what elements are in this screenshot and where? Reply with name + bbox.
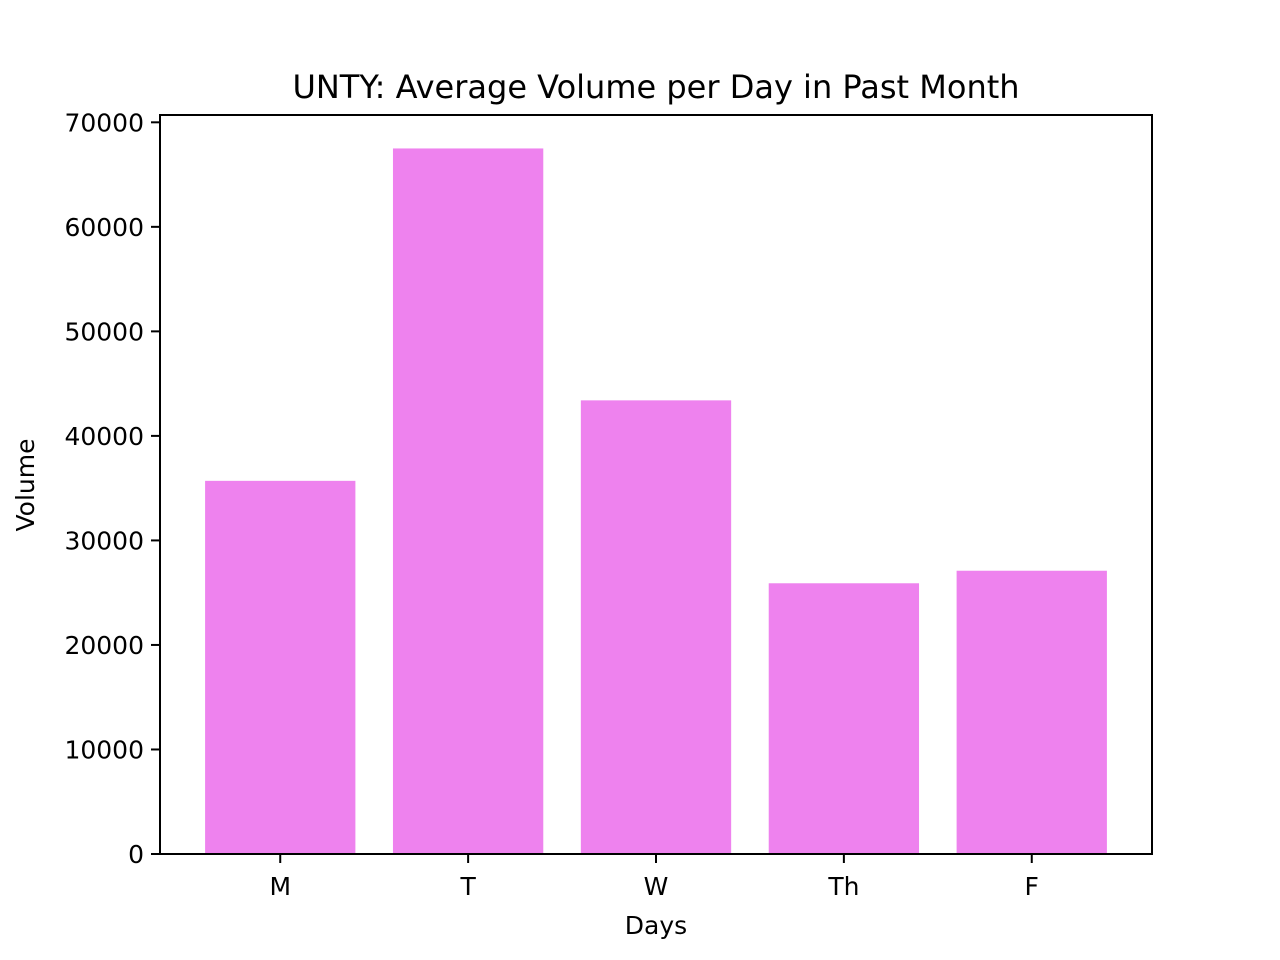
y-axis-ticks: 0 10000 20000 30000 40000 50000 60000 70000 [64,108,160,869]
y-tick-label: 70000 [64,108,144,137]
y-tick-label: 10000 [64,735,144,764]
x-tick-label: T [459,872,476,901]
bar-t [392,148,544,855]
y-axis-label: Volume [11,439,40,532]
y-tick-label: 50000 [64,317,144,346]
bar-w [580,400,732,854]
bar-th [768,583,920,854]
y-tick-label: 60000 [64,213,144,242]
y-tick-label: 40000 [64,422,144,451]
x-tick-label: W [644,872,669,901]
chart-title: UNTY: Average Volume per Day in Past Mon… [292,68,1019,106]
x-axis-ticks: M T W Th F [269,854,1039,901]
x-tick-label: Th [827,872,859,901]
plot-frame [159,114,1153,855]
y-tick-label: 0 [128,840,144,869]
bars-group [205,148,1107,855]
x-tick-label: F [1025,872,1039,901]
x-axis-label: Days [625,911,687,940]
y-tick-label: 30000 [64,526,144,555]
y-tick-label: 20000 [64,631,144,660]
bar-m [205,480,356,854]
bar-f [956,570,1107,854]
x-tick-label: M [269,872,291,901]
